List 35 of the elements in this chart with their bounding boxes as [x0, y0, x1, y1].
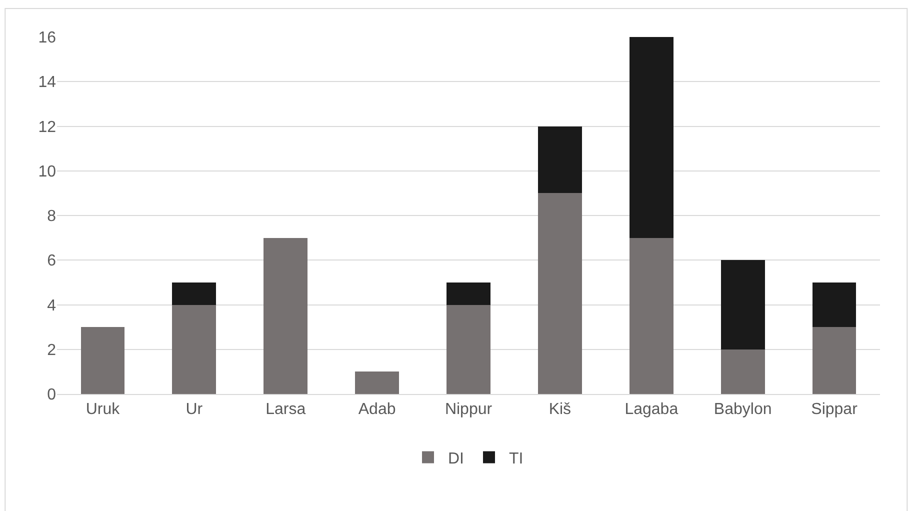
bar: [538, 193, 582, 394]
legend-label: TI: [509, 450, 524, 468]
y-tick-label: 12: [38, 118, 56, 136]
bar: [812, 282, 856, 328]
bar: [812, 327, 856, 394]
bar: [264, 238, 308, 394]
y-tick-label: 14: [38, 74, 56, 92]
x-tick-label: Nippur: [444, 401, 493, 418]
y-tick-label: 6: [47, 252, 56, 270]
x-tick-label: Uruk: [86, 401, 121, 418]
y-tick-label: 10: [38, 163, 56, 180]
y-tick-label: 4: [47, 297, 56, 314]
x-tick-label: Ur: [186, 401, 204, 418]
bar: [172, 304, 216, 394]
y-tick-label: 8: [47, 208, 56, 226]
x-tick-label: Larsa: [266, 401, 306, 418]
x-tick-label: Lagaba: [624, 401, 678, 418]
bar: [172, 282, 216, 305]
bar: [446, 282, 490, 305]
x-tick-label: Adab: [358, 401, 396, 418]
x-tick-label: Babylon: [714, 401, 772, 418]
bar: [80, 327, 125, 394]
y-tick-label: 2: [47, 342, 56, 359]
legend-label: DI: [448, 450, 464, 468]
y-tick-label: 0: [47, 386, 56, 404]
bar: [629, 37, 674, 238]
x-tick-label: Kiš: [548, 401, 572, 418]
bar: [355, 372, 399, 394]
bar: [446, 304, 490, 394]
bar: [720, 260, 765, 350]
bar: [720, 349, 765, 394]
x-tick-label: Sippar: [811, 401, 858, 418]
bar: [538, 126, 582, 194]
bar: [629, 238, 674, 394]
y-tick-label: 16: [38, 30, 56, 47]
